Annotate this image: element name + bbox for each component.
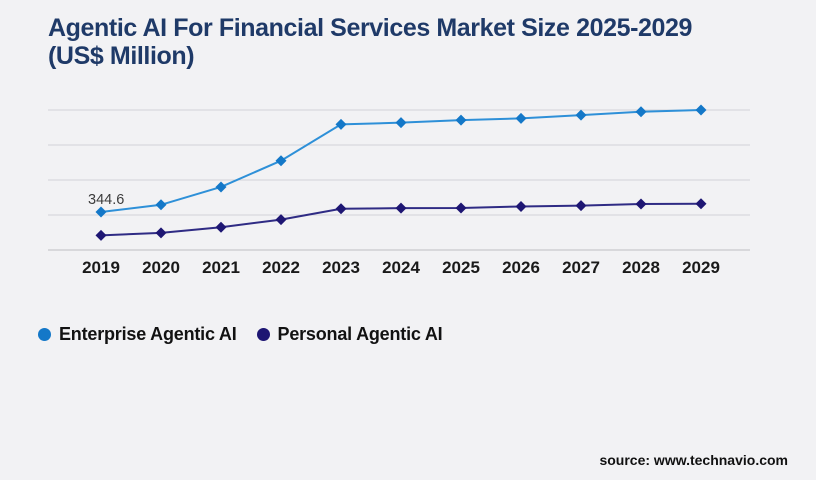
legend-label-personal: Personal Agentic AI — [277, 324, 443, 344]
data-point-enterprise-2023[interactable] — [335, 118, 347, 130]
data-point-enterprise-2027[interactable] — [575, 109, 587, 121]
data-point-personal-2022[interactable] — [275, 214, 287, 226]
x-tick-label-2027: 2027 — [562, 258, 600, 277]
data-point-enterprise-2020[interactable] — [155, 199, 167, 211]
data-point-personal-2029[interactable] — [695, 198, 707, 210]
line-chart: 344.6 2019 2020 2021 2022 2023 2024 2025 2026 202… — [48, 104, 750, 277]
data-point-enterprise-2028[interactable] — [635, 106, 647, 118]
data-point-enterprise-2019[interactable] — [95, 206, 107, 218]
chart-title: Agentic AI For Financial Services Market… — [48, 14, 768, 70]
data-point-personal-2028[interactable] — [635, 198, 647, 210]
x-tick-label-2028: 2028 — [622, 258, 660, 277]
chart-legend: Enterprise Agentic AI Personal Agentic A… — [38, 324, 443, 345]
data-point-enterprise-2025[interactable] — [455, 114, 467, 126]
x-tick-label-2025: 2025 — [442, 258, 480, 277]
data-point-personal-2024[interactable] — [395, 202, 407, 214]
data-point-personal-2020[interactable] — [155, 227, 167, 239]
x-tick-label-2024: 2024 — [382, 258, 420, 277]
data-point-personal-2026[interactable] — [515, 200, 527, 212]
point-value-label: 344.6 — [88, 192, 124, 208]
data-point-enterprise-2029[interactable] — [695, 104, 707, 116]
data-point-enterprise-2024[interactable] — [395, 117, 407, 129]
data-point-enterprise-2026[interactable] — [515, 112, 527, 124]
x-tick-label-2019: 2019 — [82, 258, 120, 277]
x-tick-label-2029: 2029 — [682, 258, 720, 277]
x-tick-label-2022: 2022 — [262, 258, 300, 277]
source-attribution: source: www.technavio.com — [599, 452, 788, 468]
personal-series-swatch-icon — [256, 328, 270, 341]
data-point-personal-2021[interactable] — [215, 221, 227, 233]
chart-title-line2: (US$ Million) — [48, 42, 195, 70]
data-point-personal-2027[interactable] — [575, 200, 587, 212]
enterprise-series-swatch-icon — [38, 328, 51, 341]
data-point-personal-2019[interactable] — [95, 229, 107, 241]
x-tick-label-2026: 2026 — [502, 258, 540, 277]
legend-item-personal-agentic-ai[interactable]: Personal Agentic AI — [256, 324, 443, 345]
x-tick-label-2023: 2023 — [322, 258, 360, 277]
x-tick-label-2020: 2020 — [142, 258, 180, 277]
data-point-personal-2025[interactable] — [455, 202, 467, 214]
legend-item-enterprise-agentic-ai[interactable]: Enterprise Agentic AI — [38, 324, 237, 345]
data-point-personal-2023[interactable] — [335, 203, 347, 215]
data-point-enterprise-2022[interactable] — [275, 155, 287, 167]
data-point-enterprise-2021[interactable] — [215, 181, 227, 193]
legend-label-enterprise: Enterprise Agentic AI — [59, 324, 237, 344]
x-tick-label-2021: 2021 — [202, 258, 240, 277]
chart-title-line1: Agentic AI For Financial Services Market… — [48, 14, 693, 42]
